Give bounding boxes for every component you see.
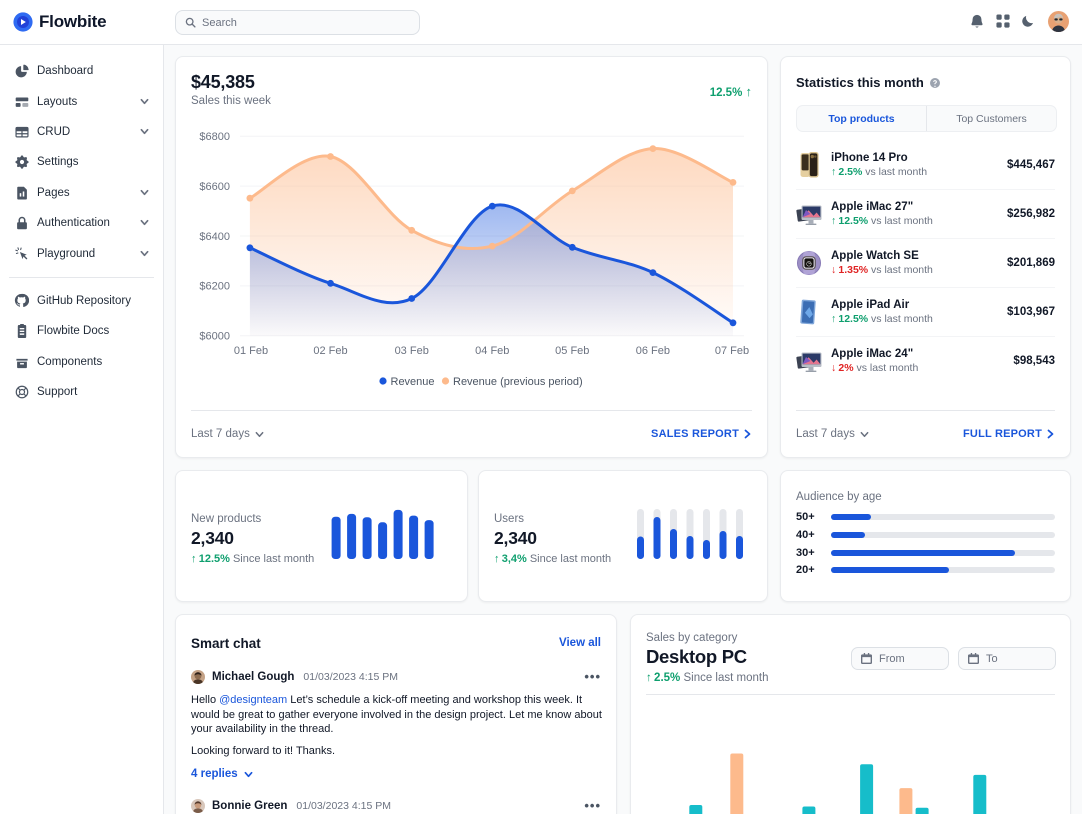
svg-text:07 Feb: 07 Feb [715, 345, 749, 357]
svg-text:03 Feb: 03 Feb [395, 345, 429, 357]
svg-text:$6200: $6200 [199, 281, 230, 293]
svg-text:05 Feb: 05 Feb [555, 345, 589, 357]
svg-text:02 Feb: 02 Feb [313, 345, 347, 357]
svg-text:06 Feb: 06 Feb [636, 345, 670, 357]
svg-text:04 Feb: 04 Feb [475, 345, 509, 357]
svg-text:01 Feb: 01 Feb [234, 345, 268, 357]
svg-text:$6800: $6800 [199, 131, 230, 143]
svg-text:$6400: $6400 [199, 231, 230, 243]
svg-text:$6000: $6000 [199, 331, 230, 343]
svg-text:Revenue (previous period): Revenue (previous period) [453, 376, 583, 388]
svg-text:◷: ◷ [806, 260, 812, 267]
svg-text:Revenue: Revenue [391, 376, 435, 388]
svg-text:$6600: $6600 [199, 181, 230, 193]
